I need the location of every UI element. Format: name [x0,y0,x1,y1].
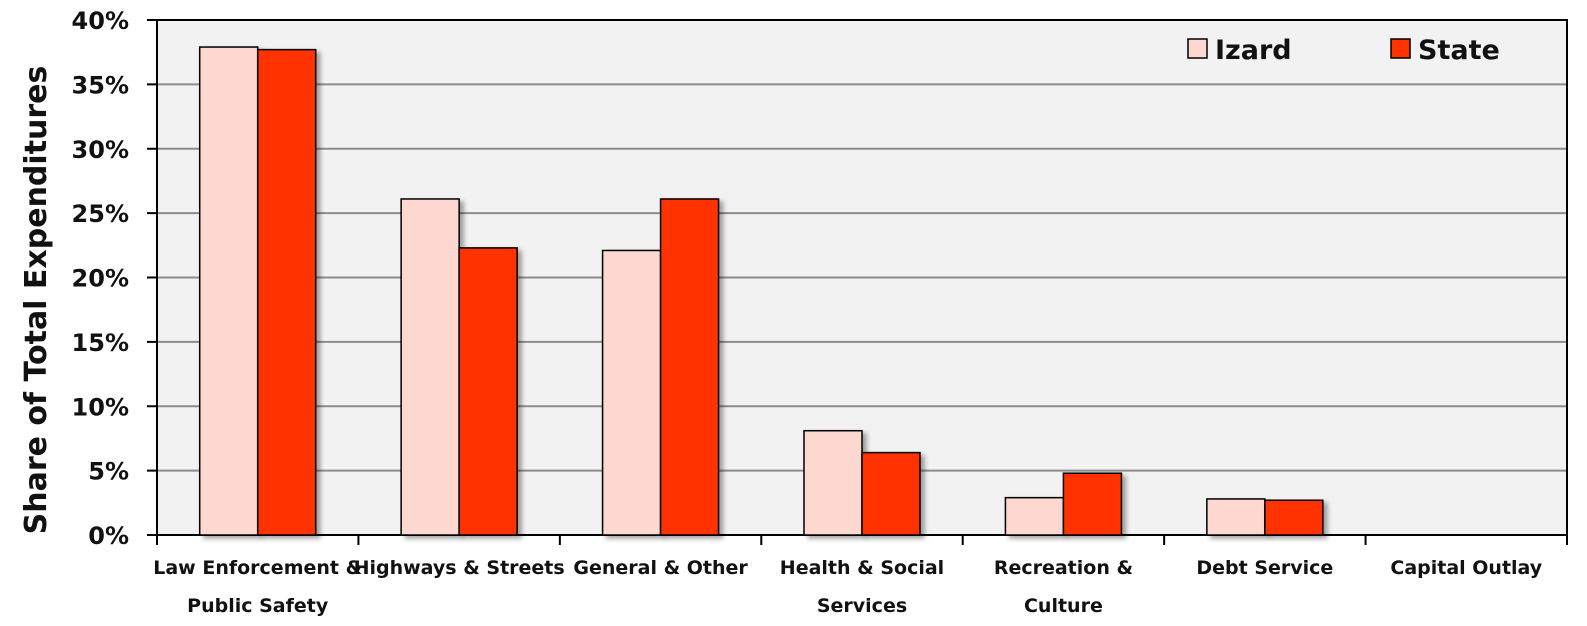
y-axis-title: Share of Total Expenditures [19,66,54,535]
y-tick-label: 20% [72,265,129,293]
legend-swatch-izard [1187,38,1208,59]
x-category-label: Health & Social [780,557,944,579]
y-tick-label: 30% [72,136,129,164]
bar-state [861,451,921,536]
bar-izard [400,198,460,536]
legend-swatch-state [1390,38,1411,59]
y-tick-label: 40% [72,7,129,35]
legend-label-state: State [1418,35,1500,66]
bar-state [659,198,720,536]
legend-label-izard: Izard [1215,35,1292,66]
bar-izard [803,429,863,536]
legend: Izard State [1187,35,1500,66]
x-category-label: Law Enforcement & [153,557,362,579]
bar-state [458,247,518,536]
bar-state [1264,499,1324,536]
bar-izard [198,46,259,536]
x-category-label: Debt Service [1196,557,1333,579]
bar-izard [1004,496,1065,536]
y-tick-label: 5% [88,458,129,486]
bars [198,46,1324,536]
bar-state [1062,472,1123,536]
bar-izard [1206,498,1266,536]
bar-state [256,48,317,536]
x-category-label: Services [817,595,907,617]
y-tick-label: 25% [72,200,129,228]
y-tick-label: 0% [88,522,129,550]
labels: 0% 5% 10% 15% 20% 25% 30% 35% 40% Law Enforcement… [72,7,1543,617]
x-category-label: Public Safety [187,595,329,617]
bar-izard [601,249,662,536]
x-category-label: Recreation & [994,557,1133,579]
x-category-label: Culture [1024,595,1103,617]
y-tick-label: 35% [72,71,129,99]
y-tick-label: 10% [72,393,129,421]
y-tick-label: 15% [72,329,129,357]
x-category-label: Capital Outlay [1390,557,1542,579]
x-category-label: General & Other [573,557,748,579]
x-category-label: Highways & Streets [354,557,565,579]
